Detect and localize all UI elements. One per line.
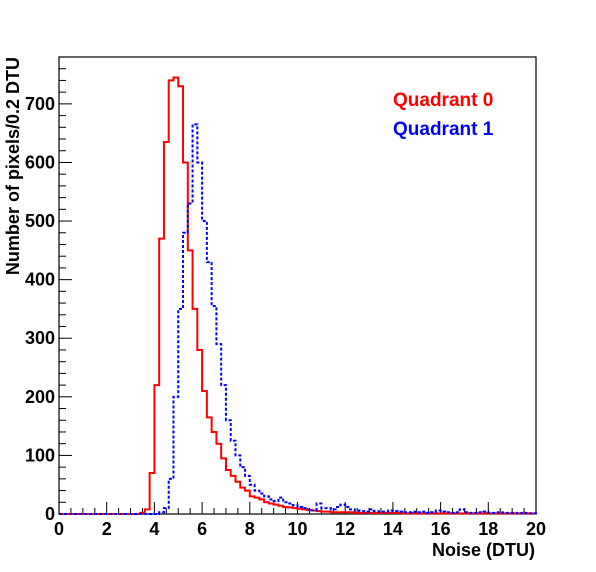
legend-entry-quadrant-0: Quadrant 0	[393, 90, 493, 111]
y-tick-label: 400	[25, 270, 55, 290]
x-tick-label: 18	[478, 519, 498, 539]
series-layer	[59, 76, 537, 515]
x-tick-label: 4	[149, 519, 159, 539]
x-tick-label: 6	[197, 519, 207, 539]
x-tick-label: 2	[102, 519, 112, 539]
y-tick-label: 100	[25, 445, 55, 465]
y-tick-label: 600	[25, 152, 55, 172]
legend: Quadrant 0 Quadrant 1	[393, 90, 494, 140]
y-tick-label: 200	[25, 387, 55, 407]
x-axis-ticks: 0 2 4 6 8 10 12 14 16 18 20	[54, 502, 546, 539]
series-quadrant-0-line	[59, 76, 537, 515]
x-tick-label: 20	[526, 519, 546, 539]
x-tick-label: 10	[287, 519, 307, 539]
y-axis-ticks: 0 100 200 300 400 500 600 700	[25, 56, 72, 524]
y-tick-label: 500	[25, 211, 55, 231]
x-tick-label: 14	[383, 519, 403, 539]
x-tick-label: 12	[335, 519, 355, 539]
legend-entry-quadrant-1: Quadrant 1	[393, 119, 494, 140]
y-axis-title: Number of pixels/0.2 DTU	[3, 57, 23, 275]
x-tick-label: 8	[245, 519, 255, 539]
series-quadrant-1-line	[59, 123, 537, 515]
y-tick-label: 0	[45, 504, 55, 524]
x-axis-title: Noise (DTU)	[432, 540, 535, 560]
y-tick-label: 300	[25, 328, 55, 348]
y-tick-label: 700	[25, 94, 55, 114]
x-tick-label: 16	[431, 519, 451, 539]
x-tick-label: 0	[54, 519, 64, 539]
